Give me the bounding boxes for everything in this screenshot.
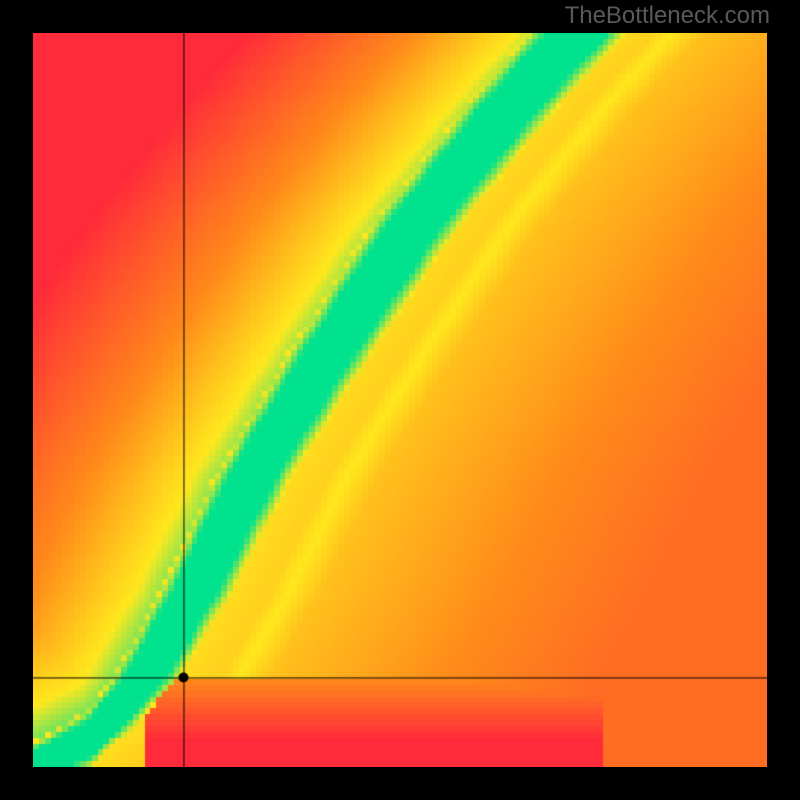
bottleneck-heatmap bbox=[33, 33, 767, 767]
chart-container: TheBottleneck.com bbox=[0, 0, 800, 800]
watermark-text: TheBottleneck.com bbox=[565, 2, 770, 30]
